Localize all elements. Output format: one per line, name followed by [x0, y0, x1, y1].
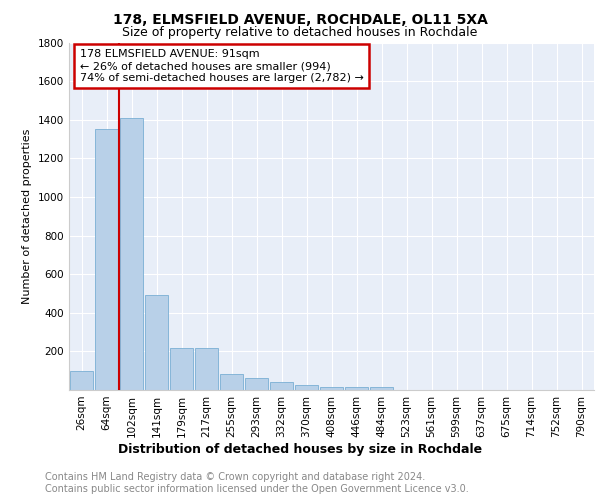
- Bar: [70, 370, 94, 390]
- Y-axis label: Number of detached properties: Number of detached properties: [22, 128, 32, 304]
- Bar: [194, 348, 218, 390]
- Text: 178 ELMSFIELD AVENUE: 91sqm
← 26% of detached houses are smaller (994)
74% of se: 178 ELMSFIELD AVENUE: 91sqm ← 26% of det…: [79, 50, 364, 82]
- Text: Size of property relative to detached houses in Rochdale: Size of property relative to detached ho…: [122, 26, 478, 39]
- Bar: [220, 374, 244, 390]
- Text: 178, ELMSFIELD AVENUE, ROCHDALE, OL11 5XA: 178, ELMSFIELD AVENUE, ROCHDALE, OL11 5X…: [113, 12, 487, 26]
- Text: Contains HM Land Registry data © Crown copyright and database right 2024.
Contai: Contains HM Land Registry data © Crown c…: [45, 472, 469, 494]
- Bar: [295, 384, 319, 390]
- Bar: [269, 382, 293, 390]
- Bar: [119, 118, 143, 390]
- Bar: [245, 378, 268, 390]
- Bar: [145, 296, 169, 390]
- Bar: [370, 386, 394, 390]
- Bar: [320, 386, 343, 390]
- Bar: [344, 386, 368, 390]
- Bar: [170, 348, 193, 390]
- Bar: [95, 130, 118, 390]
- Text: Distribution of detached houses by size in Rochdale: Distribution of detached houses by size …: [118, 442, 482, 456]
